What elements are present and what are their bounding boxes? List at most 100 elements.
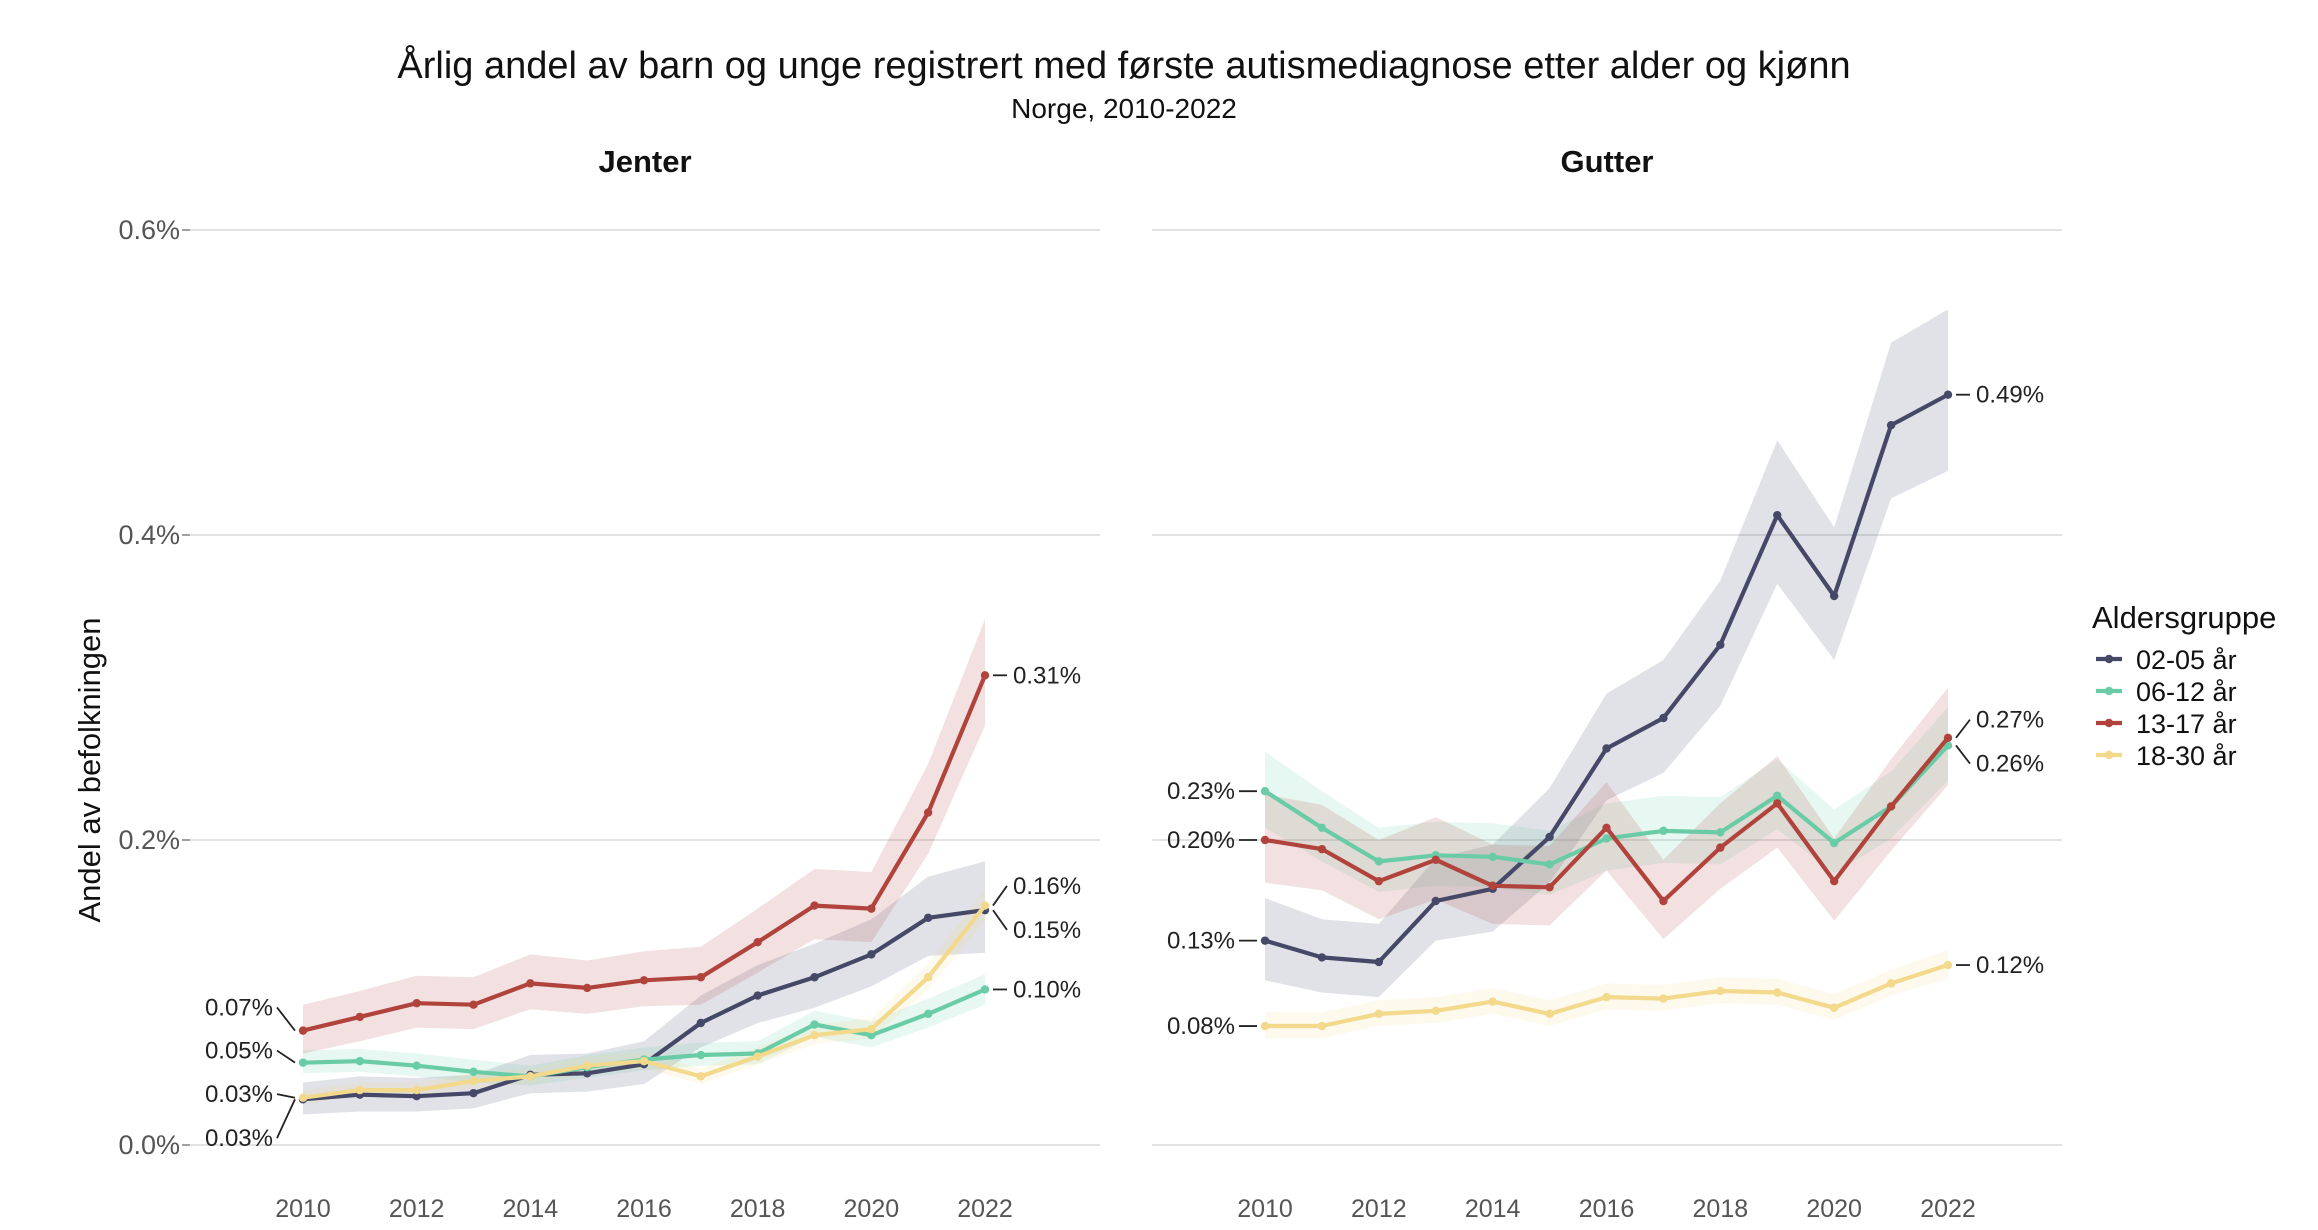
y-tick-label: 0.4%: [118, 520, 180, 550]
data-point-18-30-r: [412, 1085, 421, 1095]
data-point-02-05-r: [1716, 640, 1725, 649]
data-point-13-17-r: [923, 808, 933, 817]
chart-subtitle: Norge, 2010-2022: [1011, 93, 1237, 124]
confidence-band-02-05-r: [1265, 309, 1948, 998]
y-tick-label: 0.6%: [118, 215, 180, 245]
x-tick-label: 2010: [1237, 1195, 1293, 1223]
data-point-06-12-r: [298, 1058, 308, 1067]
data-point-13-17-r: [867, 904, 876, 913]
start-label-18-30-r: 0.08%: [1167, 1013, 1235, 1040]
data-point-06-12-r: [1374, 857, 1384, 866]
end-label-leader: [992, 885, 1008, 907]
data-point-18-30-r: [980, 901, 990, 910]
data-point-06-12-r: [1545, 860, 1554, 869]
data-point-18-30-r: [1374, 1009, 1384, 1019]
data-point-06-12-r: [1602, 834, 1611, 843]
x-tick-label: 2022: [957, 1195, 1013, 1223]
data-point-02-05-r: [1943, 390, 1953, 399]
data-point-18-30-r: [1659, 994, 1668, 1003]
data-point-06-12-r: [923, 1009, 933, 1019]
data-point-02-05-r: [1886, 421, 1896, 430]
data-point-13-17-r: [412, 998, 421, 1008]
y-tick-label: 0.0%: [118, 1130, 180, 1160]
legend-swatch-dot: [2104, 686, 2114, 696]
start-label-02-05-r: 0.03%: [205, 1125, 273, 1152]
end-label-leader: [992, 909, 1008, 931]
data-point-18-30-r: [1716, 986, 1725, 996]
start-label-leader: [276, 1098, 296, 1139]
data-point-18-30-r: [810, 1031, 819, 1040]
data-point-06-12-r: [696, 1050, 706, 1060]
start-label-leader: [276, 1093, 296, 1099]
data-point-13-17-r: [980, 671, 990, 680]
legend-swatch-dot: [2104, 654, 2114, 664]
data-point-13-17-r: [1716, 843, 1725, 852]
x-tick-label: 2022: [1920, 1195, 1976, 1223]
data-point-02-05-r: [1260, 936, 1270, 945]
data-point-18-30-r: [1317, 1021, 1327, 1031]
data-point-18-30-r: [1602, 992, 1611, 1002]
legend-label: 06-12 år: [2136, 677, 2237, 707]
data-point-02-05-r: [753, 991, 762, 1000]
end-label-leader: [1955, 719, 1971, 739]
confidence-band-13-17-r: [1265, 687, 1948, 940]
legend-label: 02-05 år: [2136, 645, 2237, 675]
data-point-06-12-r: [1317, 823, 1327, 832]
chart-title: Årlig andel av barn og unge registrert m…: [397, 43, 1850, 87]
data-point-13-17-r: [639, 976, 649, 985]
legend-label: 18-30 år: [2136, 741, 2237, 771]
data-point-13-17-r: [1886, 802, 1896, 811]
y-tick-label: 0.2%: [118, 825, 180, 855]
data-point-13-17-r: [810, 901, 819, 910]
data-point-18-30-r: [469, 1076, 478, 1086]
legend-item-06-12-r: 06-12 år: [2096, 677, 2237, 707]
data-point-18-30-r: [582, 1061, 592, 1070]
data-point-18-30-r: [696, 1072, 706, 1081]
data-point-02-05-r: [1374, 957, 1384, 967]
x-tick-label: 2012: [389, 1195, 445, 1223]
data-point-13-17-r: [1773, 799, 1782, 808]
data-point-02-05-r: [810, 973, 819, 982]
y-axis-label: Andel av befolkningen: [72, 617, 107, 922]
start-label-leader: [276, 1006, 296, 1032]
data-point-13-17-r: [1488, 881, 1497, 890]
end-label-18-30-r: 0.16%: [1013, 873, 1081, 900]
data-point-13-17-r: [1943, 733, 1953, 743]
data-point-18-30-r: [298, 1093, 308, 1102]
x-tick-label: 2014: [503, 1195, 559, 1223]
end-label-02-05-r: 0.49%: [1976, 382, 2044, 409]
end-label-18-30-r: 0.12%: [1976, 952, 2044, 979]
legend-title: Aldersgruppe: [2092, 600, 2276, 635]
data-point-18-30-r: [1886, 979, 1896, 988]
data-point-18-30-r: [1773, 988, 1782, 997]
data-point-06-12-r: [355, 1056, 365, 1066]
x-tick-label: 2016: [1579, 1195, 1635, 1223]
data-point-13-17-r: [355, 1012, 365, 1022]
data-point-02-05-r: [1545, 832, 1554, 842]
start-label-06-12-r: 0.05%: [205, 1038, 273, 1065]
start-label-leader: [276, 1049, 296, 1064]
data-point-13-17-r: [753, 937, 762, 947]
x-tick-label: 2020: [1806, 1195, 1862, 1223]
start-label-06-12-r: 0.23%: [1167, 778, 1235, 805]
data-point-06-12-r: [1260, 787, 1270, 796]
x-tick-label: 2018: [1693, 1195, 1749, 1223]
start-label-13-17-r: 0.07%: [205, 994, 273, 1021]
panel-gutter: Gutter 2010 2012 2014 2016 2018 2020 2022 0.49% 0…: [1152, 144, 2062, 1223]
confidence-band-06-12-r: [1265, 707, 1948, 895]
end-label-02-05-r: 0.15%: [1013, 917, 1081, 944]
data-point-13-17-r: [298, 1026, 308, 1035]
data-point-06-12-r: [1659, 826, 1668, 836]
data-point-02-05-r: [1829, 591, 1839, 601]
data-point-06-12-r: [1716, 828, 1725, 837]
legend-label: 13-17 år: [2136, 709, 2237, 739]
x-tick-label: 2020: [844, 1195, 900, 1223]
x-tick-label: 2018: [730, 1195, 786, 1223]
x-tick-label: 2012: [1351, 1195, 1407, 1223]
data-point-06-12-r: [1488, 852, 1497, 861]
data-point-06-12-r: [469, 1067, 478, 1077]
data-point-18-30-r: [526, 1072, 535, 1081]
panel-jenter: Jenter 0.0% 0.2% 0.4% 0.6% 2010 2012 2014 2016 20…: [118, 144, 1100, 1223]
